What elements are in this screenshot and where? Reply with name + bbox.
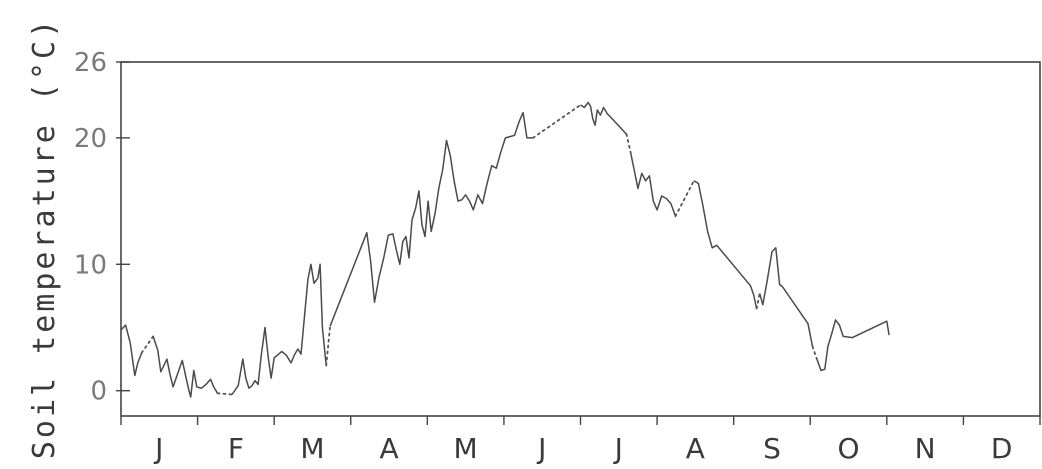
y-tick-label: 26 (74, 48, 107, 78)
series-segment (231, 263, 327, 395)
month-label: F (228, 432, 244, 465)
series-gap-connector (625, 133, 632, 156)
month-label: J (536, 432, 546, 465)
month-label: M (300, 432, 324, 465)
month-label: O (838, 432, 860, 465)
series-segment (630, 154, 677, 217)
y-tick-label: 0 (90, 377, 107, 407)
series-gap-connector (325, 325, 331, 367)
series-gap-connector (811, 345, 818, 359)
series-segment (120, 324, 143, 377)
y-axis: 0 10 20 26 (74, 48, 130, 407)
month-label: N (915, 432, 936, 465)
y-axis-label: Soil temperature (°C) (27, 17, 62, 459)
month-label: S (763, 432, 781, 465)
y-tick-label: 20 (74, 124, 107, 154)
series-gap-connector (216, 392, 233, 396)
month-label: J (153, 432, 163, 465)
y-tick-label: 10 (74, 250, 107, 280)
month-label: D (991, 432, 1013, 465)
series-gap-connector (674, 179, 695, 218)
month-label: A (686, 432, 705, 465)
series-gap-connector (532, 104, 582, 139)
series-gap-connector (755, 292, 761, 310)
month-label: J (613, 432, 623, 465)
series-segment (693, 180, 758, 309)
series-segment (815, 319, 890, 372)
plot-frame (120, 61, 1041, 417)
series-segment (329, 111, 533, 327)
series-segment (758, 247, 814, 347)
series-segment (580, 101, 627, 135)
month-label: M (454, 432, 478, 465)
series-gap-connector (140, 335, 155, 354)
series-segment (152, 336, 219, 398)
series-line (120, 101, 890, 398)
month-label: A (379, 432, 398, 465)
